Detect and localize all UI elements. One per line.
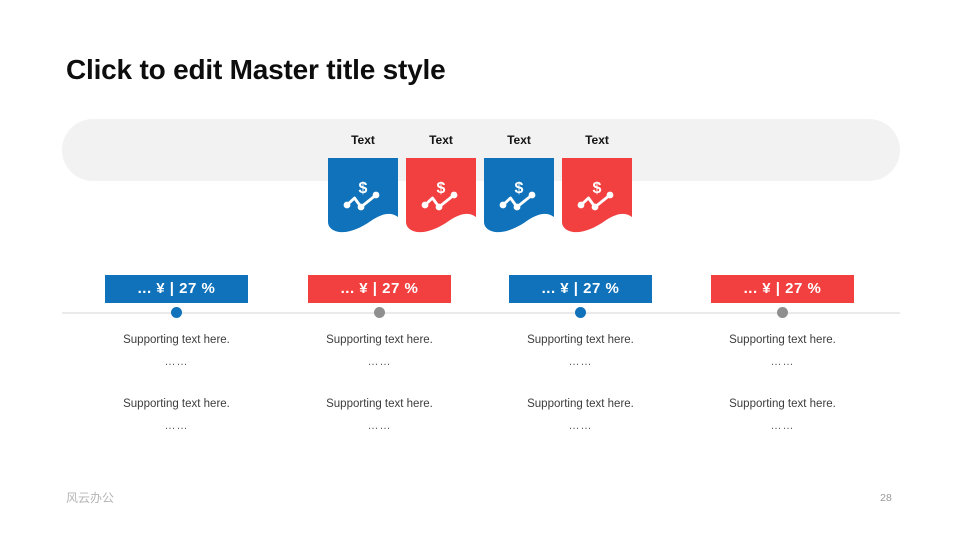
watermark-text: 风云办公 [66,491,115,505]
stat-text: ... ¥ | 27 % [541,280,620,297]
stat-bar[interactable]: ... ¥ | 27 % [509,275,652,303]
support-block[interactable]: Supporting text here. …… [85,334,268,368]
support-block[interactable]: Supporting text here. …… [288,398,471,432]
timeline-dot [575,307,586,318]
column-1: ... ¥ | 27 % Supporting text here. …… Su… [105,275,248,445]
banner-capsule [62,119,900,181]
support-ellipsis: …… [770,420,795,432]
support-ellipsis: …… [568,356,593,368]
support-block[interactable]: Supporting text here. …… [691,398,874,432]
ribbon-flag-3[interactable]: $ [484,158,554,236]
dollar-trend-icon: $ [577,180,614,211]
support-ellipsis: …… [164,420,189,432]
support-ellipsis: …… [367,356,392,368]
flag-shape [406,158,476,233]
flag-shape [484,158,554,233]
stat-text: ... ¥ | 27 % [340,280,419,297]
support-block[interactable]: Supporting text here. …… [691,334,874,368]
support-text: Supporting text here. [123,398,230,410]
stat-text: ... ¥ | 27 % [743,280,822,297]
support-ellipsis: …… [568,420,593,432]
slide-title[interactable]: Click to edit Master title style [66,54,446,85]
support-text: Supporting text here. [527,398,634,410]
column-4: ... ¥ | 27 % Supporting text here. …… Su… [711,275,854,445]
support-block[interactable]: Supporting text here. …… [85,398,268,432]
flag-label-3[interactable]: Text [507,133,531,147]
dollar-trend-icon: $ [499,180,536,211]
svg-text:$: $ [515,180,524,197]
stat-text: ... ¥ | 27 % [137,280,216,297]
support-block[interactable]: Supporting text here. …… [489,398,672,432]
ribbon-flag-2[interactable]: $ [406,158,476,236]
support-ellipsis: …… [367,420,392,432]
dollar-trend-icon: $ [421,180,458,211]
ribbon-flag-1[interactable]: $ [328,158,398,236]
flag-shape [562,158,632,233]
support-text: Supporting text here. [527,334,634,346]
flag-shape [328,158,398,233]
flag-label-2[interactable]: Text [429,133,453,147]
support-block[interactable]: Supporting text here. …… [288,334,471,368]
support-ellipsis: …… [770,356,795,368]
svg-text:$: $ [437,180,446,197]
timeline-dot [374,307,385,318]
support-text: Supporting text here. [729,334,836,346]
stat-bar[interactable]: ... ¥ | 27 % [105,275,248,303]
timeline-line [62,312,900,314]
support-text: Supporting text here. [326,398,433,410]
support-block[interactable]: Supporting text here. …… [489,334,672,368]
column-3: ... ¥ | 27 % Supporting text here. …… Su… [509,275,652,445]
support-text: Supporting text here. [123,334,230,346]
column-2: ... ¥ | 27 % Supporting text here. …… Su… [308,275,451,445]
stat-bar[interactable]: ... ¥ | 27 % [308,275,451,303]
page-number: 28 [880,492,892,504]
dollar-trend-icon: $ [343,180,380,211]
support-text: Supporting text here. [326,334,433,346]
stat-bar[interactable]: ... ¥ | 27 % [711,275,854,303]
timeline-dot [171,307,182,318]
flag-label-4[interactable]: Text [585,133,609,147]
support-ellipsis: …… [164,356,189,368]
support-text: Supporting text here. [729,398,836,410]
flag-label-1[interactable]: Text [351,133,375,147]
timeline-dot [777,307,788,318]
svg-text:$: $ [593,180,602,197]
ribbon-flag-4[interactable]: $ [562,158,632,236]
svg-text:$: $ [359,180,368,197]
